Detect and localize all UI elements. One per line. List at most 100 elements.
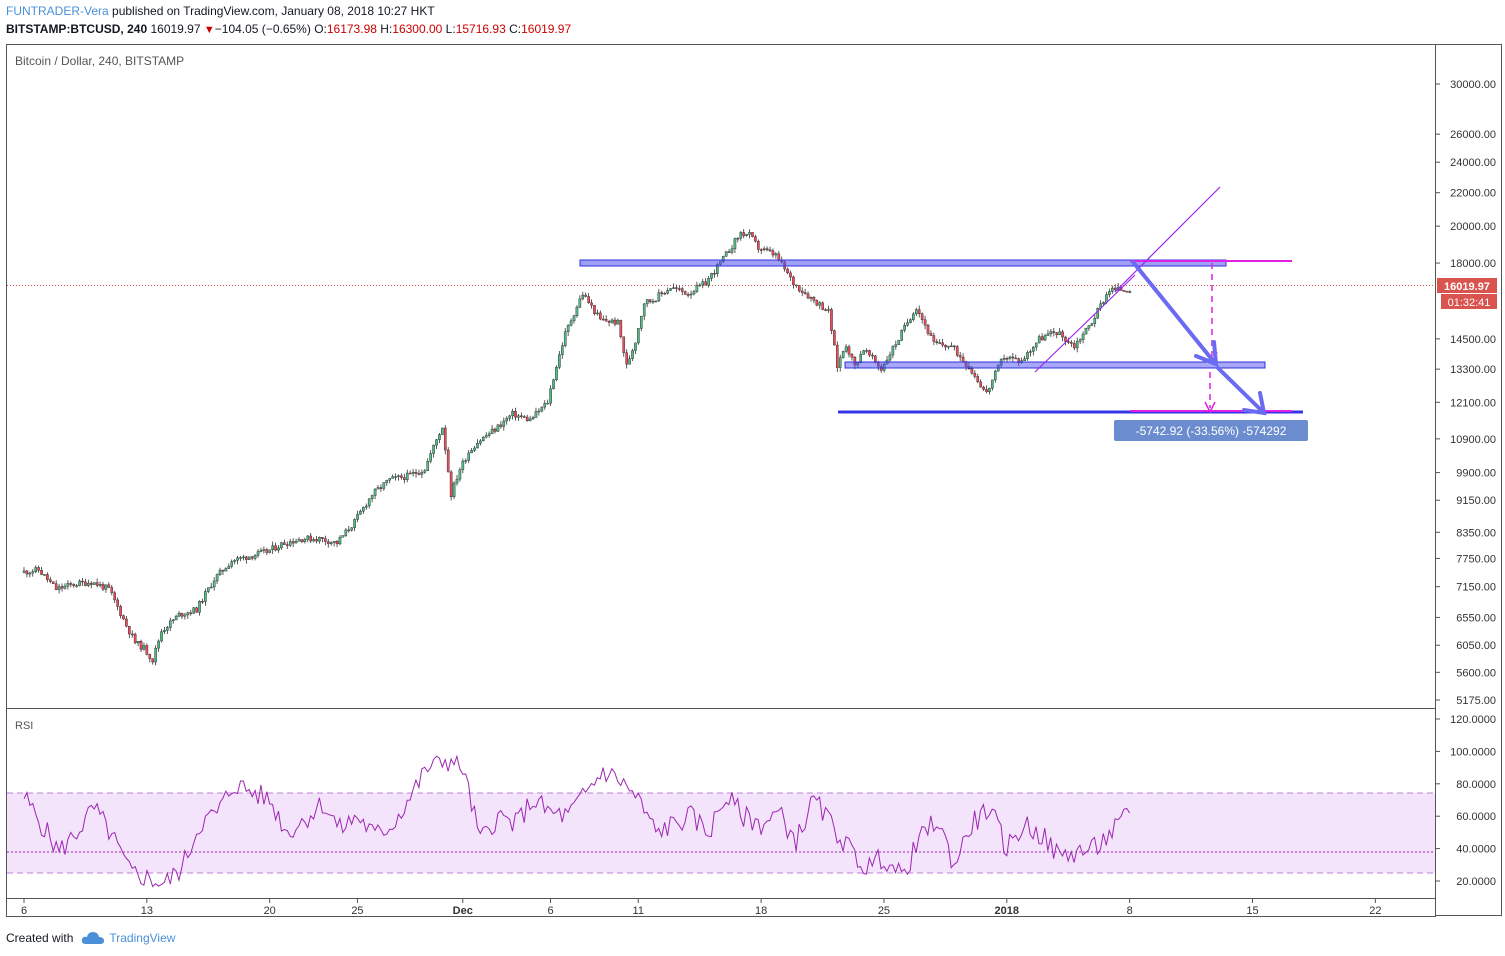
candle-body (985, 389, 988, 392)
candle-body (28, 572, 32, 575)
candle-body (806, 293, 810, 299)
candle-body (180, 612, 184, 617)
candle-body (113, 592, 116, 601)
candle-body (812, 297, 816, 301)
candle-body (947, 345, 950, 348)
price-change: −104.05 (−0.65%) (214, 22, 311, 36)
candle-body (634, 342, 637, 351)
candle-body (909, 319, 912, 323)
candle-body (748, 232, 751, 235)
candle-body (382, 482, 386, 489)
candle-body (689, 293, 693, 296)
candle-body (695, 285, 699, 292)
candle-body (280, 542, 283, 549)
trendline-lower[interactable] (1034, 274, 1136, 373)
candle-body (101, 584, 105, 590)
candle-body (663, 292, 667, 295)
candle-body (736, 237, 740, 240)
candle-body (1037, 336, 1041, 344)
candle-body (991, 379, 994, 389)
candle-body (253, 555, 257, 559)
candle-body (66, 583, 70, 587)
time-tick-label: 15 (1246, 905, 1258, 917)
candle-body (221, 569, 225, 572)
candle-body (552, 379, 555, 390)
candle-body (306, 535, 310, 540)
candle-body (259, 550, 263, 552)
candle-body (543, 403, 547, 408)
candle-body (60, 586, 64, 589)
price-tag-label: 16019.97 (1444, 281, 1490, 293)
candle-body (423, 470, 427, 473)
open-value: 16173.98 (326, 22, 377, 36)
candle-body (1055, 332, 1059, 335)
candle-body (932, 335, 936, 342)
candle-body (49, 579, 52, 582)
candle-body (604, 319, 608, 322)
candle-body (34, 567, 38, 572)
candle-body (441, 427, 444, 435)
candle-body (403, 477, 406, 480)
candle-body (139, 641, 143, 650)
candle-body (256, 551, 260, 556)
candle-body (482, 436, 485, 442)
candle-body (1032, 346, 1035, 352)
candle-body (993, 370, 997, 381)
trendline-upper[interactable] (1114, 186, 1221, 293)
candle-body (303, 539, 307, 542)
candle-body (710, 273, 713, 279)
time-tick-label: 25 (351, 905, 363, 917)
tradingview-link[interactable]: TradingView (109, 931, 176, 945)
candle-body (230, 561, 234, 567)
candle-body (207, 587, 210, 592)
candle-body (613, 319, 617, 325)
candle-body (701, 281, 705, 286)
candle-body (119, 606, 122, 616)
price-axis[interactable] (1435, 44, 1502, 916)
price-tick-label: 18000.00 (1450, 258, 1496, 270)
candle-body (300, 539, 304, 542)
candle-body (335, 541, 339, 545)
high-value: 16300.00 (392, 22, 443, 36)
drawings[interactable] (579, 186, 1303, 416)
candle-body (215, 574, 219, 582)
projection-arrow-2[interactable] (1216, 366, 1264, 413)
rsi-tick-label: 100.0000 (1450, 746, 1496, 758)
support-zone[interactable] (844, 361, 1266, 369)
candle-body (329, 542, 333, 544)
candle-body (189, 612, 193, 614)
candles (22, 229, 1132, 666)
resistance-zone[interactable] (579, 259, 1227, 267)
candle-body (242, 556, 245, 559)
candle-body (250, 556, 254, 559)
candle-body (569, 320, 573, 326)
candle-body (637, 328, 640, 344)
candle-body (218, 569, 222, 575)
author-link[interactable]: FUNTRADER-Vera (6, 4, 109, 18)
candle-body (1078, 339, 1082, 342)
time-tick-label: 8 (1127, 905, 1133, 917)
candle-body (148, 654, 152, 659)
candle-body (824, 309, 827, 311)
time-axis[interactable] (6, 898, 1436, 917)
price-tick-label: 6550.00 (1456, 612, 1496, 624)
candle-body (274, 545, 277, 551)
price-tick-label: 14500.00 (1450, 334, 1496, 346)
projection-arrow-1[interactable] (1131, 260, 1216, 364)
candle-body (724, 251, 728, 257)
candle-body (265, 549, 269, 553)
measure-tag (1114, 420, 1308, 441)
candle-body (844, 346, 848, 352)
candle-body (370, 495, 374, 499)
candle-body (359, 510, 362, 515)
candle-body (596, 312, 599, 315)
candle-body (277, 547, 280, 551)
rsi-tick-label: 40.0000 (1456, 844, 1496, 856)
candle-body (142, 645, 146, 650)
candle-body (777, 253, 781, 261)
time-tick-label: 11 (633, 905, 644, 917)
candle-body (950, 345, 953, 348)
candle-body (154, 647, 157, 663)
candle-body (578, 298, 582, 308)
